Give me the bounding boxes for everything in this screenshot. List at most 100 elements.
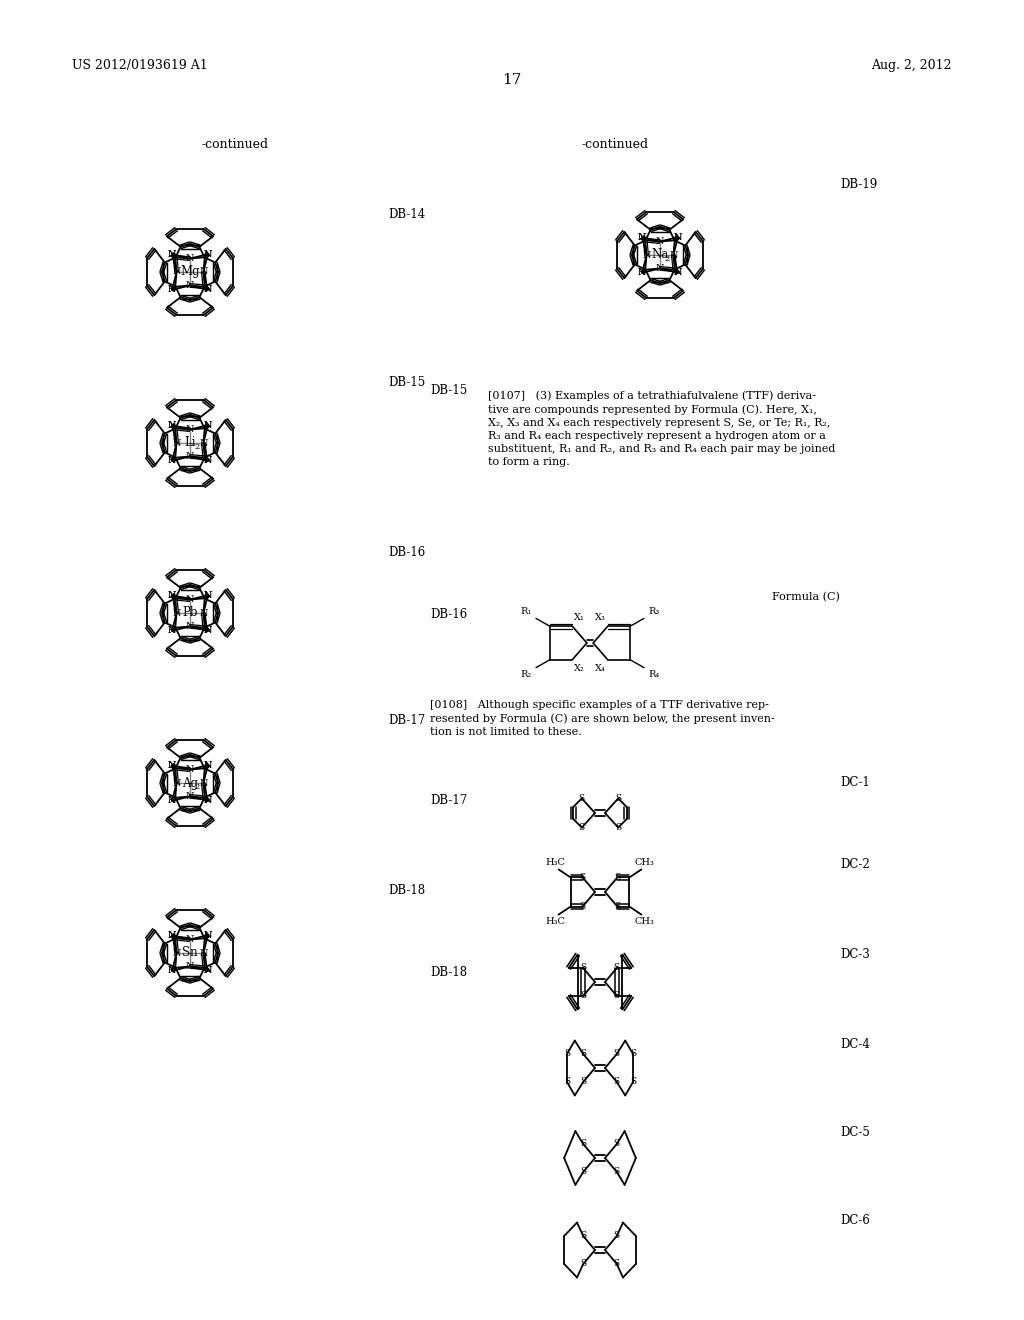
Text: N: N <box>185 766 195 774</box>
Text: N: N <box>674 232 682 242</box>
Text: DB-18: DB-18 <box>430 965 467 978</box>
Text: R₃: R₃ <box>648 607 659 616</box>
Text: [0108]   Although specific examples of a TTF derivative rep-
resented by Formula: [0108] Although specific examples of a T… <box>430 700 775 737</box>
Text: N: N <box>168 457 176 466</box>
Text: N: N <box>204 796 212 805</box>
Text: N: N <box>200 949 208 957</box>
Text: N: N <box>674 232 682 242</box>
Text: S: S <box>581 964 587 973</box>
Text: DC-2: DC-2 <box>840 858 869 871</box>
Text: N: N <box>638 268 646 277</box>
Text: S: S <box>564 1049 570 1059</box>
Text: S: S <box>581 1259 587 1269</box>
Text: R₂: R₂ <box>521 669 532 678</box>
Text: N: N <box>655 264 665 273</box>
Text: S: S <box>579 793 585 803</box>
Text: S: S <box>614 873 621 882</box>
Text: DB-17: DB-17 <box>430 793 467 807</box>
Text: N: N <box>204 760 212 770</box>
Text: S: S <box>581 991 587 1001</box>
Text: DB-16: DB-16 <box>388 546 425 560</box>
Text: -continued: -continued <box>582 139 648 152</box>
Text: N: N <box>168 796 176 805</box>
Text: [0107]   (3) Examples of a tetrathiafulvalene (TTF) deriva-
tive are compounds r: [0107] (3) Examples of a tetrathiafulval… <box>488 389 836 467</box>
Text: N: N <box>168 249 176 259</box>
Text: DB-14: DB-14 <box>388 209 425 222</box>
Text: Pb: Pb <box>182 606 198 619</box>
Text: N: N <box>204 626 212 635</box>
Text: S: S <box>613 1232 620 1241</box>
Text: N: N <box>204 249 212 259</box>
Text: N: N <box>185 962 195 972</box>
Text: S: S <box>579 824 585 832</box>
Text: CH₃: CH₃ <box>635 916 654 925</box>
Text: N: N <box>168 931 176 940</box>
Text: N: N <box>204 931 212 940</box>
Text: H₃C: H₃C <box>546 858 565 867</box>
Text: DB-16: DB-16 <box>430 609 467 622</box>
Text: S: S <box>564 1077 570 1086</box>
Text: N: N <box>204 249 212 259</box>
Text: R₄: R₄ <box>648 669 659 678</box>
Text: N: N <box>168 966 176 975</box>
Text: N: N <box>168 249 176 259</box>
Text: N: N <box>172 949 181 957</box>
Text: N: N <box>168 796 176 805</box>
Text: Sn: Sn <box>182 946 198 960</box>
Text: S: S <box>614 902 621 911</box>
Text: N: N <box>185 622 195 631</box>
Text: Formula (C): Formula (C) <box>772 591 840 602</box>
Text: N: N <box>642 251 651 260</box>
Text: DC-4: DC-4 <box>840 1039 869 1052</box>
Text: N: N <box>204 285 212 294</box>
Text: N: N <box>204 966 212 975</box>
Text: N: N <box>200 268 208 276</box>
Text: N: N <box>185 935 195 944</box>
Text: S: S <box>581 1077 587 1086</box>
Text: S: S <box>581 1232 587 1241</box>
Text: S: S <box>615 793 622 803</box>
Text: N: N <box>185 595 195 605</box>
Text: N: N <box>204 760 212 770</box>
Text: N: N <box>200 438 208 447</box>
Text: H₃C: H₃C <box>546 916 565 925</box>
Text: S: S <box>581 1049 587 1059</box>
Text: N: N <box>168 421 176 430</box>
Text: N: N <box>168 760 176 770</box>
Text: N: N <box>172 779 181 788</box>
Text: N: N <box>185 425 195 434</box>
Text: S: S <box>581 1139 587 1148</box>
Text: S: S <box>613 1167 620 1176</box>
Text: S: S <box>581 1167 587 1176</box>
Text: S: S <box>613 964 620 973</box>
Text: N: N <box>204 590 212 599</box>
Text: N: N <box>185 792 195 801</box>
Text: N: N <box>168 285 176 294</box>
Text: N: N <box>172 438 181 447</box>
Text: -continued: -continued <box>202 139 268 152</box>
Text: X₁: X₁ <box>574 614 586 622</box>
Text: N: N <box>168 457 176 466</box>
Text: N: N <box>638 268 646 277</box>
Text: N: N <box>168 590 176 599</box>
Text: Mg: Mg <box>180 265 200 279</box>
Text: Na: Na <box>651 248 669 261</box>
Text: N: N <box>204 285 212 294</box>
Text: N: N <box>168 760 176 770</box>
Text: N: N <box>185 451 195 461</box>
Text: 2: 2 <box>195 783 200 791</box>
Text: N: N <box>638 232 646 242</box>
Text: 2: 2 <box>195 444 200 451</box>
Text: DB-19: DB-19 <box>840 178 878 191</box>
Text: N: N <box>204 626 212 635</box>
Text: N: N <box>168 590 176 599</box>
Text: S: S <box>580 873 586 882</box>
Text: DC-6: DC-6 <box>840 1213 869 1226</box>
Text: DB-15: DB-15 <box>388 376 425 389</box>
Text: S: S <box>613 991 620 1001</box>
Text: N: N <box>185 281 195 290</box>
Text: N: N <box>670 251 678 260</box>
Text: S: S <box>613 1139 620 1148</box>
Text: N: N <box>204 966 212 975</box>
Text: Ag: Ag <box>182 776 198 789</box>
